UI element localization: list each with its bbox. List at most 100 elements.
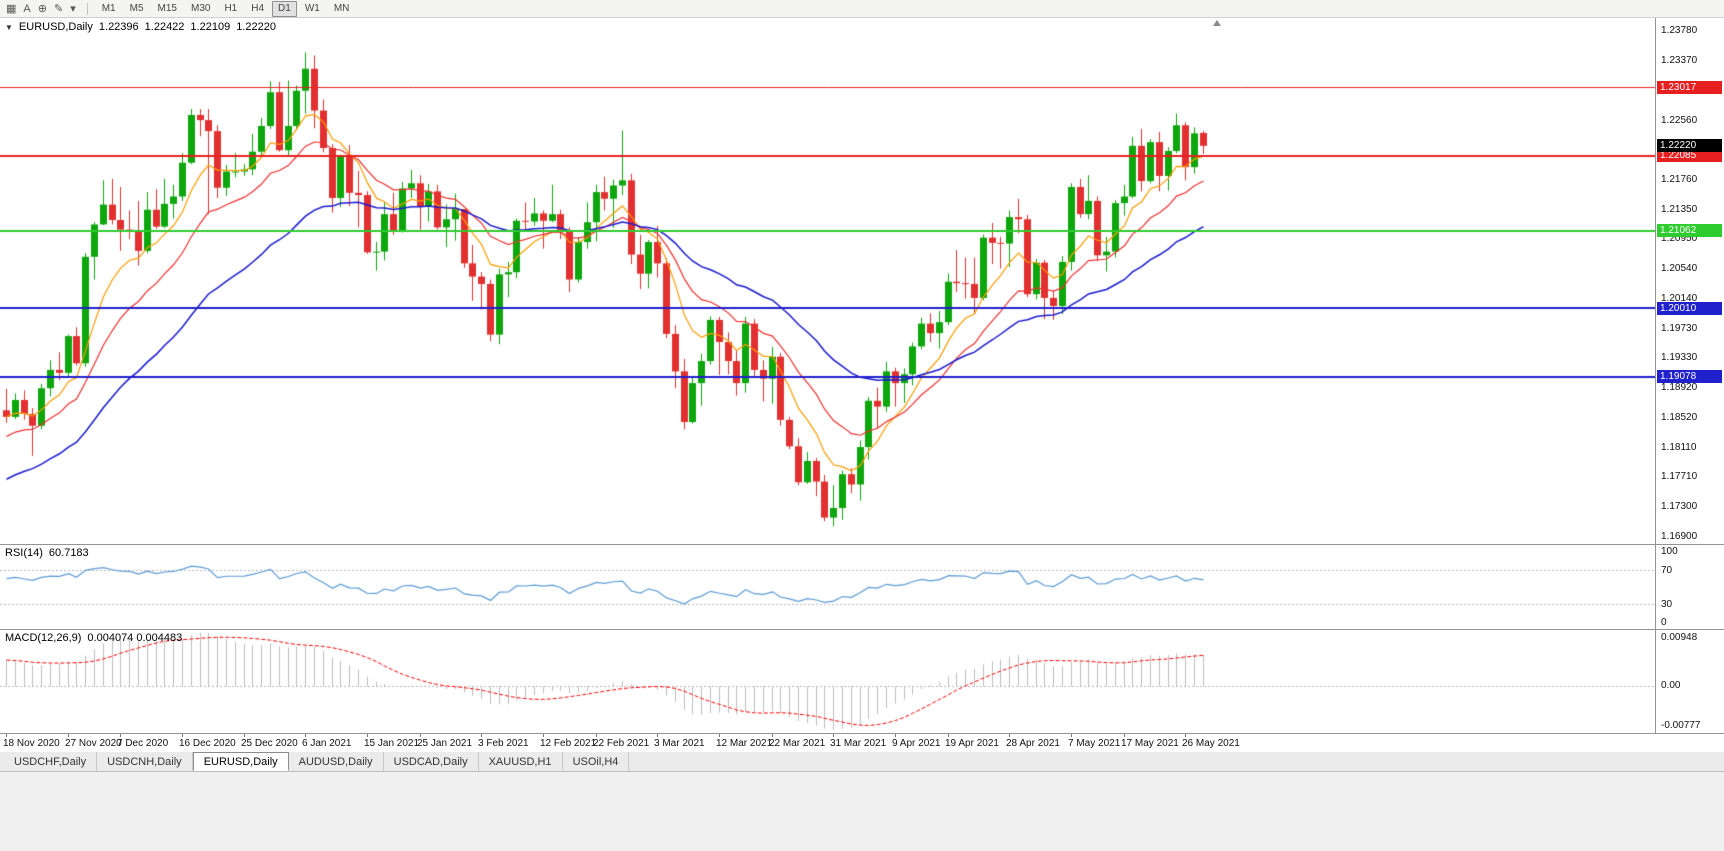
macd-axis-tick-min: -0.00777 — [1661, 720, 1701, 731]
chart-tab-usoil[interactable]: USOil,H4 — [562, 752, 630, 771]
toolbar-separator — [86, 2, 88, 15]
time-axis-tick — [895, 734, 896, 737]
time-axis-tick — [6, 734, 7, 737]
time-axis-label: 19 Apr 2021 — [945, 738, 999, 749]
price-axis-tick: 1.20950 — [1661, 233, 1698, 245]
price-axis-tick: 1.18110 — [1661, 441, 1697, 453]
time-axis-tick — [305, 734, 306, 737]
draw-tool-icon[interactable]: ✎ — [53, 2, 64, 15]
top-toolbar: ▦ A ⊕ ✎ ▾ M1 M5 M15 M30 H1 H4 D1 W1 MN — [0, 0, 1724, 18]
price-axis-tick: 1.20540 — [1661, 263, 1698, 275]
price-axis-tick: 1.23780 — [1661, 25, 1698, 37]
time-axis-label: 31 Mar 2021 — [830, 738, 887, 749]
chart-symbol-period: EURUSD,Daily — [18, 21, 93, 33]
price-axis-tick: 1.23370 — [1661, 55, 1698, 67]
time-axis-tick — [481, 734, 482, 737]
time-axis-tick — [120, 734, 121, 737]
macd-indicator-values: 0.004074 0.004483 — [87, 632, 183, 644]
macd-axis-scale[interactable]: 0.00948 0.00 -0.00777 — [1655, 630, 1724, 733]
rsi-label: RSI(14) 60.7183 — [5, 547, 89, 559]
price-axis-scale[interactable]: 1.23780 1.23370 1.22560 1.21760 1.21350 1.209… — [1655, 18, 1724, 544]
chart-tab-audusd[interactable]: AUDUSD,Daily — [288, 752, 384, 771]
time-axis-label: 9 Apr 2021 — [892, 738, 941, 749]
price-level-badge: 1.21062 — [1657, 224, 1722, 238]
macd-axis-tick-zero: 0.00 — [1661, 679, 1681, 691]
time-axis-label: 12 Mar 2021 — [716, 738, 773, 749]
tool-icon-group: ▦ A ⊕ ✎ ▾ — [3, 2, 79, 16]
time-axis-scale[interactable]: 18 Nov 2020 27 Nov 2020 7 Dec 2020 16 Dec 2… — [0, 734, 1724, 752]
current-price-badge: 1.22220 — [1657, 139, 1722, 153]
price-axis-tick: 1.21760 — [1661, 173, 1698, 185]
time-axis-tick — [244, 734, 245, 737]
collapse-indicator-icon[interactable]: ▼ — [5, 22, 13, 32]
rsi-axis-tick: 30 — [1661, 598, 1673, 610]
time-axis-tick — [1185, 734, 1186, 737]
time-axis-tick — [719, 734, 720, 737]
chart-title: ▼ EURUSD,Daily 1.22396 1.22422 1.22109 1… — [5, 21, 276, 33]
timeframe-mn[interactable]: MN — [333, 2, 350, 14]
draw-dropdown-icon[interactable]: ▾ — [70, 2, 76, 15]
time-axis-label: 28 Apr 2021 — [1006, 738, 1060, 749]
timeframe-button-group: M1 M5 M15 M30 H1 H4 D1 W1 MN — [96, 0, 356, 17]
time-axis-tick — [1009, 734, 1010, 737]
time-axis-label: 12 Feb 2021 — [540, 738, 597, 749]
rsi-indicator-value: 60.7183 — [48, 547, 89, 559]
price-axis-tick: 1.16900 — [1661, 530, 1698, 542]
chart-tab-usdchf[interactable]: USDCHF,Daily — [4, 752, 98, 771]
ohlc-open: 1.22396 — [98, 21, 139, 33]
timeframe-h1[interactable]: H1 — [224, 2, 238, 14]
timeframe-w1[interactable]: W1 — [304, 2, 320, 14]
time-axis-label: 22 Mar 2021 — [769, 738, 826, 749]
macd-canvas[interactable] — [0, 630, 1655, 733]
time-axis-label: 17 May 2021 — [1121, 738, 1179, 749]
time-axis-label: 25 Jan 2021 — [417, 738, 473, 749]
timeframe-m5[interactable]: M5 — [129, 2, 144, 14]
timeframe-h4[interactable]: H4 — [251, 2, 265, 14]
rsi-canvas[interactable] — [0, 545, 1655, 629]
rsi-axis-tick: 70 — [1661, 565, 1673, 577]
price-level-badge: 1.20010 — [1657, 301, 1722, 315]
macd-label: MACD(12,26,9) 0.004074 0.004483 — [5, 632, 182, 644]
time-axis-tick — [596, 734, 597, 737]
time-axis-tick — [182, 734, 183, 737]
time-axis-label: 18 Nov 2020 — [3, 738, 60, 749]
time-axis-label: 15 Jan 2021 — [364, 738, 420, 749]
price-axis-tick: 1.21350 — [1661, 203, 1698, 215]
time-axis-label: 26 May 2021 — [1182, 738, 1240, 749]
price-chart-panel: ▼ EURUSD,Daily 1.22396 1.22422 1.22109 1… — [0, 18, 1724, 545]
chart-tab-xauusd[interactable]: XAUUSD,H1 — [478, 752, 563, 771]
rsi-panel: RSI(14) 60.7183 100 70 30 0 — [0, 545, 1724, 630]
price-axis-tick: 1.17300 — [1661, 501, 1698, 513]
timeframe-m30[interactable]: M30 — [190, 2, 211, 14]
ohlc-low: 1.22109 — [190, 21, 231, 33]
bottom-spacer — [0, 772, 1724, 851]
timeframe-d1[interactable]: D1 — [272, 0, 297, 17]
price-axis-tick: 1.18520 — [1661, 411, 1698, 423]
price-axis-tick: 1.17710 — [1661, 471, 1698, 483]
time-axis-tick — [543, 734, 544, 737]
price-level-badge: 1.19078 — [1657, 370, 1722, 384]
macd-indicator-name: MACD(12,26,9) — [5, 632, 82, 644]
rsi-axis-tick: 0 — [1661, 617, 1667, 628]
time-axis-label: 6 Jan 2021 — [302, 738, 352, 749]
timeframe-m1[interactable]: M1 — [101, 2, 116, 14]
time-axis-tick — [833, 734, 834, 737]
time-axis-label: 16 Dec 2020 — [179, 738, 236, 749]
price-chart-canvas[interactable] — [0, 18, 1655, 544]
chart-tab-eurusd[interactable]: EURUSD,Daily — [192, 752, 289, 771]
crosshair-tool-icon[interactable]: ⊕ — [37, 2, 47, 15]
chart-grid-icon[interactable]: ▦ — [6, 2, 17, 15]
rsi-axis-scale[interactable]: 100 70 30 0 — [1655, 545, 1724, 629]
time-axis-label: 3 Mar 2021 — [654, 738, 705, 749]
time-axis-tick — [657, 734, 658, 737]
chart-tab-usdcnh[interactable]: USDCNH,Daily — [97, 752, 193, 771]
text-tool-icon[interactable]: A — [23, 2, 31, 15]
timeframe-m15[interactable]: M15 — [157, 2, 177, 14]
chart-tab-bar: USDCHF,Daily USDCNH,Daily EURUSD,Daily AUDU… — [0, 752, 1724, 772]
time-axis-tick — [772, 734, 773, 737]
time-axis-tick — [1124, 734, 1125, 737]
price-axis-tick: 1.20140 — [1661, 292, 1698, 304]
chart-shift-marker[interactable] — [1213, 20, 1221, 26]
chart-tab-usdcad[interactable]: USDCAD,Daily — [383, 752, 479, 771]
price-axis-tick: 1.18920 — [1661, 382, 1698, 394]
